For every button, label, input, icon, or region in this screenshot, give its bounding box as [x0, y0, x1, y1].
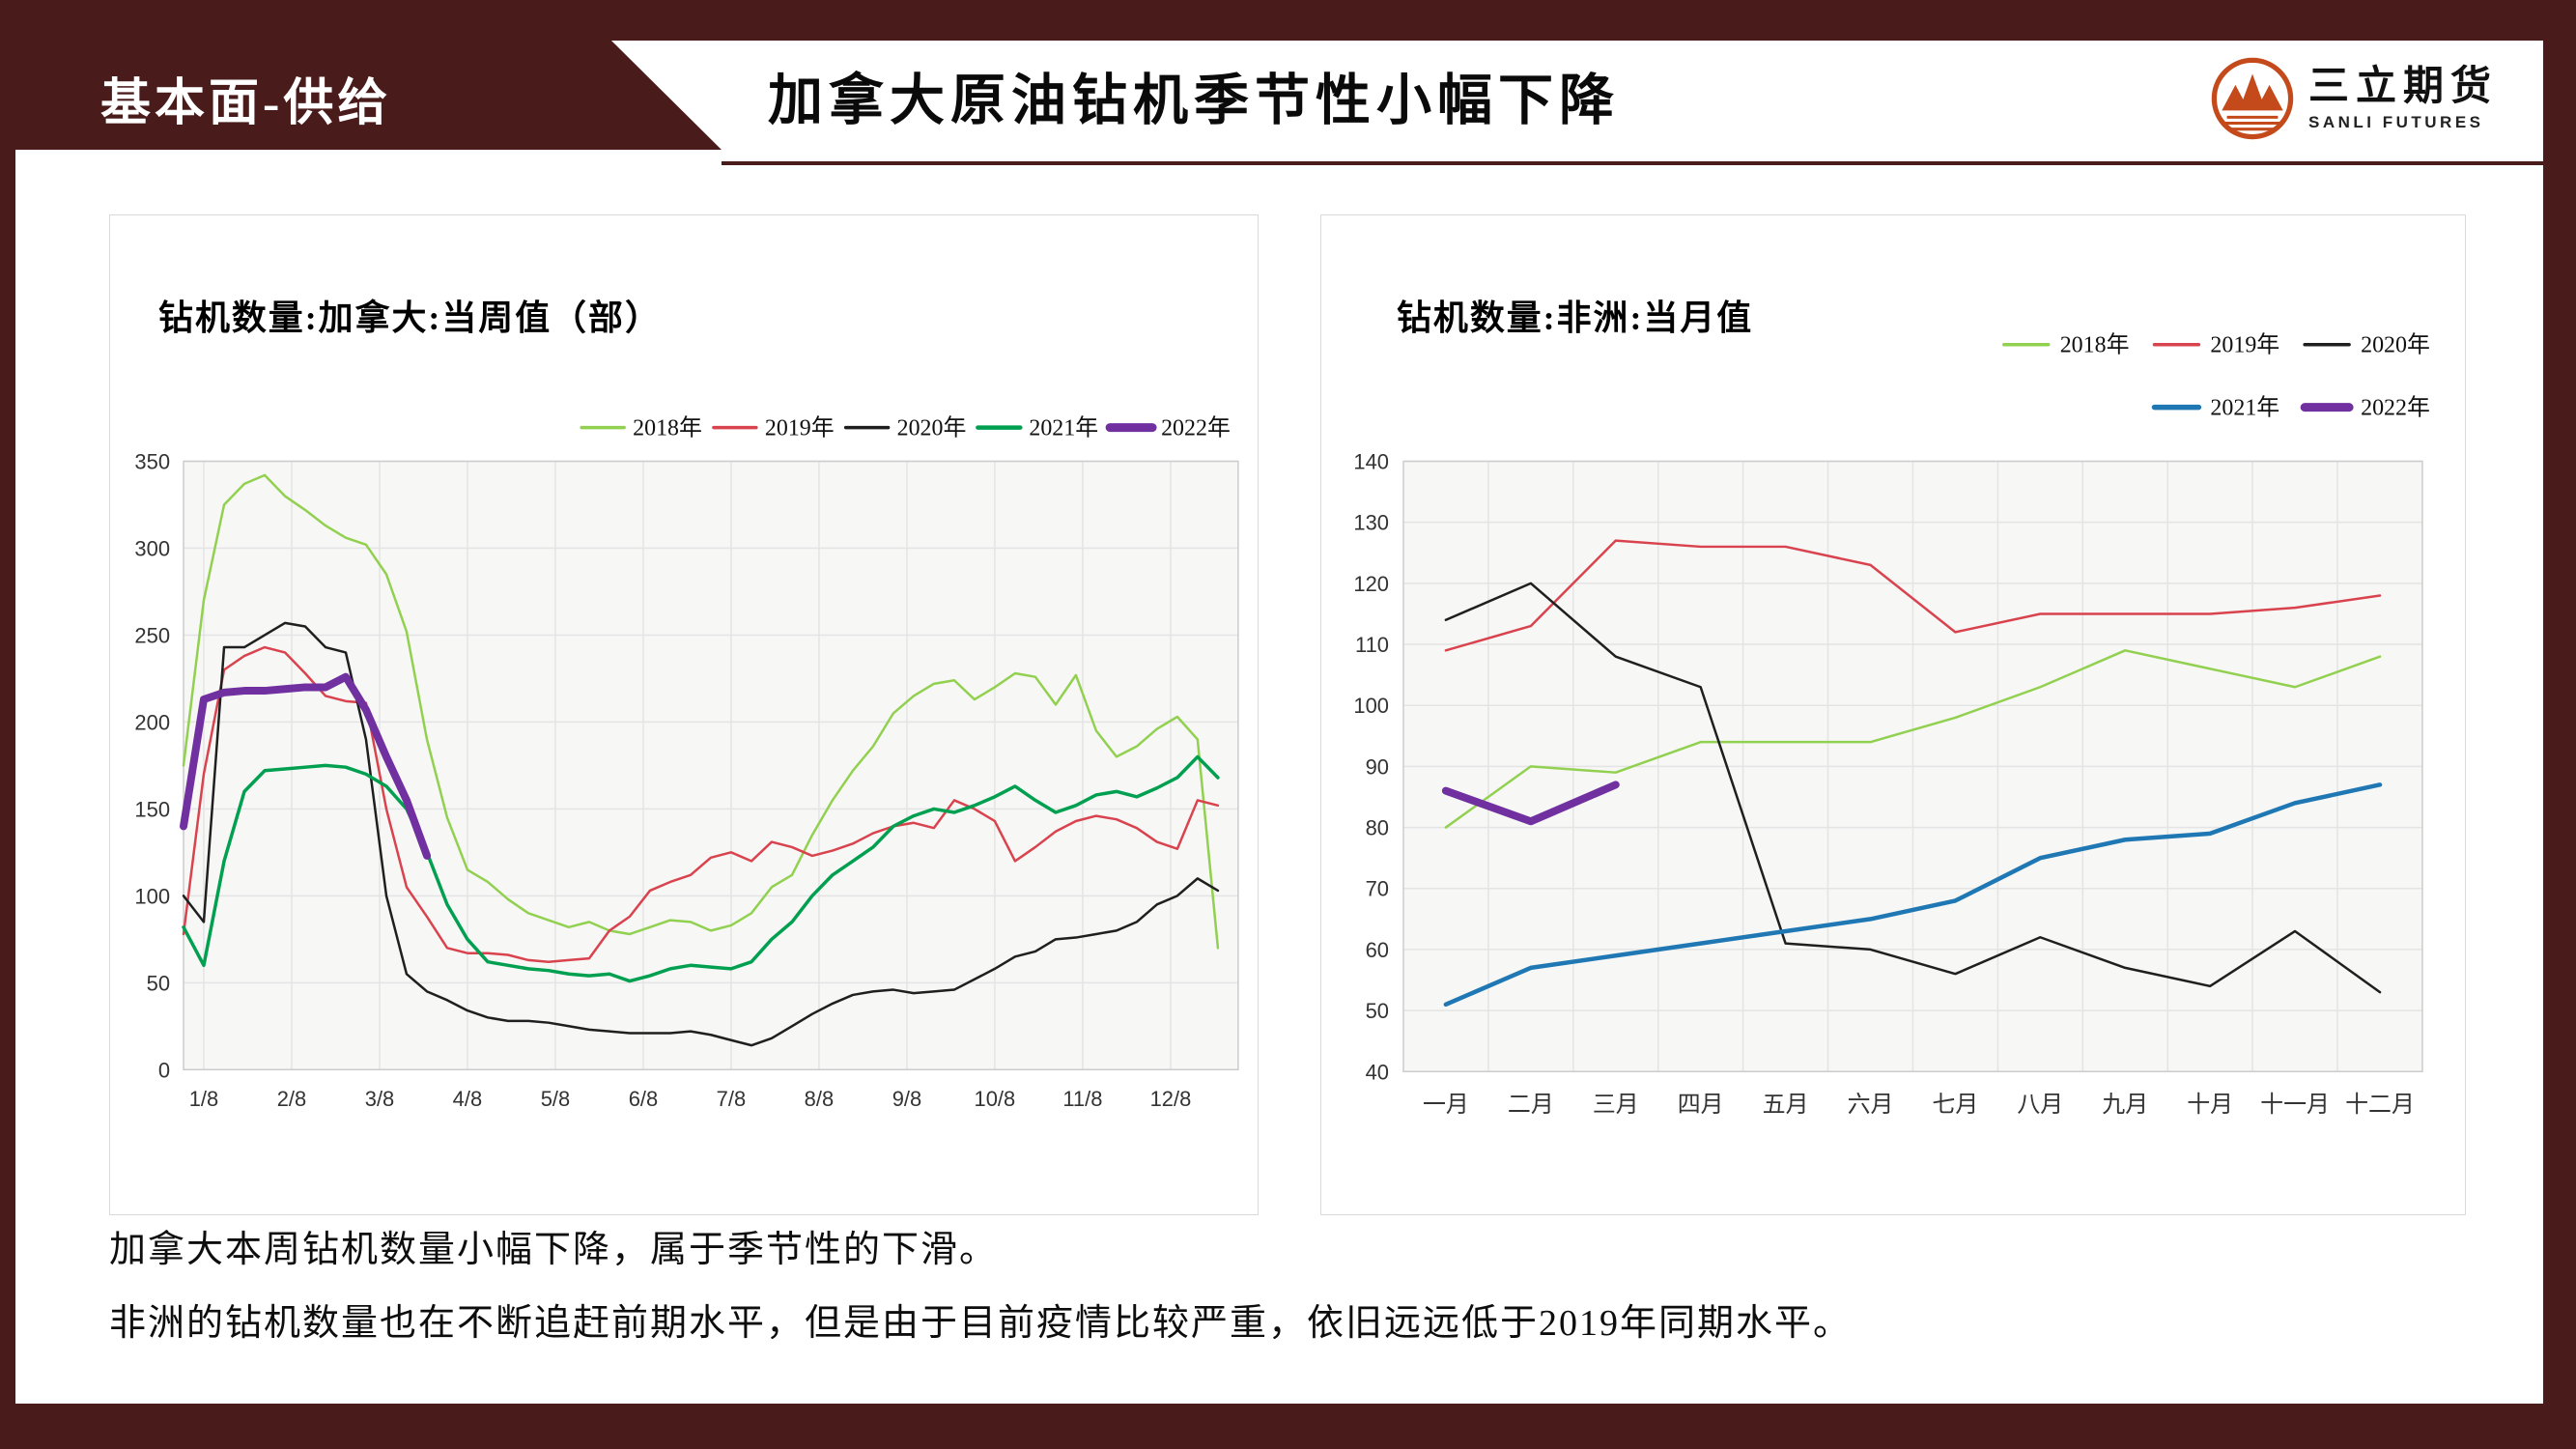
svg-text:100: 100: [1353, 694, 1389, 718]
svg-text:150: 150: [134, 797, 170, 821]
svg-text:140: 140: [1353, 449, 1389, 473]
frame-left-border: [0, 0, 15, 1449]
mountain-logo-icon: [2211, 57, 2294, 140]
svg-text:九月: 九月: [2102, 1092, 2148, 1118]
svg-text:11/8: 11/8: [1062, 1087, 1102, 1111]
svg-text:2022年: 2022年: [2361, 395, 2430, 421]
svg-text:2019年: 2019年: [765, 415, 835, 441]
svg-text:0: 0: [158, 1058, 170, 1082]
svg-text:一月: 一月: [1423, 1093, 1469, 1118]
svg-text:2020年: 2020年: [2361, 332, 2430, 358]
svg-text:2/8: 2/8: [277, 1087, 307, 1111]
svg-text:80: 80: [1366, 816, 1389, 840]
svg-text:50: 50: [1366, 999, 1389, 1023]
canada-rig-line-chart: 0 50 100 150 200 250 300 350 1/8 2/8 3/8 4/8 5/8 6/8 7…: [134, 298, 1239, 1111]
svg-text:四月: 四月: [1678, 1093, 1724, 1118]
logo-name-en: SANLI FUTURES: [2308, 112, 2484, 131]
logo-name-cn: 三立期货: [2308, 65, 2499, 110]
svg-text:钻机数量:非洲:当月值: 钻机数量:非洲:当月值: [1397, 298, 1753, 337]
svg-text:120: 120: [1353, 572, 1389, 596]
svg-text:8/8: 8/8: [805, 1087, 835, 1111]
svg-text:2021年: 2021年: [1029, 415, 1098, 441]
svg-text:2021年: 2021年: [2210, 395, 2279, 421]
svg-text:6/8: 6/8: [629, 1087, 659, 1111]
commentary-line-1: 加拿大本周钻机数量小幅下降，属于季节性的下滑。: [109, 1230, 999, 1270]
logo-text: 三立期货 SANLI FUTURES: [2308, 65, 2498, 131]
svg-text:十二月: 十二月: [2345, 1092, 2415, 1118]
page-title: 加拿大原油钻机季节性小幅下降: [768, 71, 1620, 131]
section-label: 基本面-供给: [100, 76, 392, 131]
svg-text:10/8: 10/8: [975, 1087, 1016, 1111]
svg-text:十一月: 十一月: [2260, 1092, 2330, 1118]
svg-text:110: 110: [1355, 633, 1389, 657]
svg-text:十月: 十月: [2187, 1092, 2233, 1118]
africa-rig-chart-panel: 40 50 60 70 80 90 100 110 120 130 140 一月 二月 三月 四月 五月 六月 七…: [1320, 214, 2466, 1215]
svg-text:7/8: 7/8: [717, 1087, 747, 1111]
canada-rig-chart-panel: 0 50 100 150 200 250 300 350 1/8 2/8 3/8 4/8 5/8 6/8 7…: [109, 214, 1259, 1215]
svg-text:六月: 六月: [1848, 1092, 1894, 1118]
svg-text:1/8: 1/8: [189, 1087, 218, 1111]
svg-text:2019年: 2019年: [2210, 332, 2279, 358]
svg-text:250: 250: [134, 623, 170, 647]
svg-text:90: 90: [1366, 754, 1389, 779]
svg-text:40: 40: [1366, 1060, 1389, 1084]
svg-text:2018年: 2018年: [633, 415, 702, 441]
svg-text:钻机数量:加拿大:当周值（部）: 钻机数量:加拿大:当周值（部）: [158, 298, 662, 337]
svg-text:五月: 五月: [1763, 1093, 1809, 1118]
svg-text:3/8: 3/8: [365, 1087, 395, 1111]
svg-text:9/8: 9/8: [892, 1087, 922, 1111]
frame-right-border: [2543, 0, 2576, 1449]
svg-text:130: 130: [1353, 511, 1389, 535]
svg-text:八月: 八月: [2017, 1093, 2063, 1118]
svg-text:350: 350: [134, 449, 170, 473]
svg-text:60: 60: [1366, 938, 1389, 962]
svg-text:4/8: 4/8: [453, 1087, 483, 1111]
commentary-line-2: 非洲的钻机数量也在不断追赶前期水平，但是由于目前疫情比较严重，依旧远远低于201…: [109, 1302, 1853, 1344]
svg-text:70: 70: [1366, 877, 1389, 901]
svg-text:2020年: 2020年: [897, 415, 967, 441]
svg-text:300: 300: [134, 536, 170, 560]
company-logo: 三立期货 SANLI FUTURES: [2210, 56, 2498, 141]
commentary: 加拿大本周钻机数量小幅下降，属于季节性的下滑。 非洲的钻机数量也在不断追赶前期水…: [109, 1229, 1852, 1375]
svg-text:2022年: 2022年: [1161, 415, 1231, 441]
africa-rig-line-chart: 40 50 60 70 80 90 100 110 120 130 140 一月 二月 三月 四月 五月 六月 七…: [1353, 298, 2430, 1118]
svg-text:12/8: 12/8: [1150, 1087, 1192, 1111]
svg-text:5/8: 5/8: [541, 1087, 571, 1111]
svg-text:七月: 七月: [1932, 1092, 1978, 1118]
svg-text:100: 100: [134, 884, 170, 908]
svg-text:二月: 二月: [1508, 1093, 1554, 1118]
svg-text:2018年: 2018年: [2060, 332, 2130, 358]
svg-text:三月: 三月: [1593, 1093, 1639, 1118]
frame-bottom-border: [0, 1404, 2576, 1449]
svg-text:200: 200: [134, 710, 170, 734]
svg-text:50: 50: [147, 971, 170, 995]
header-underline: [722, 161, 2543, 165]
